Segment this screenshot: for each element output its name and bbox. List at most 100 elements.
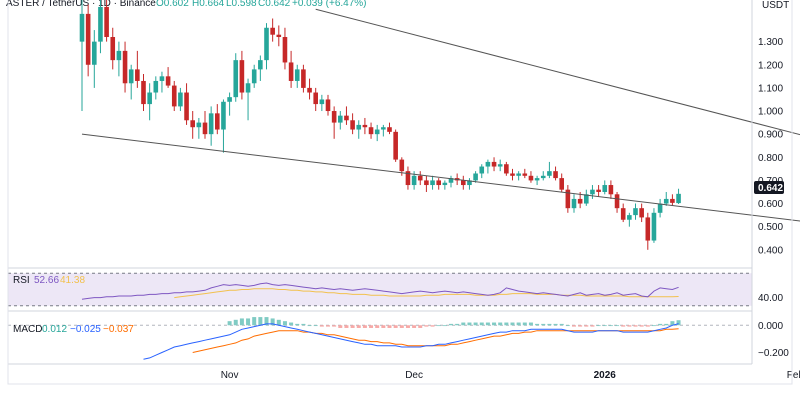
macd-histogram-bar: [399, 325, 404, 328]
candle-up: [178, 92, 183, 107]
macd-histogram-bar: [381, 325, 386, 328]
candle-down: [417, 175, 423, 181]
candle-up: [479, 166, 485, 174]
candle-down: [405, 171, 411, 186]
candle-up: [356, 124, 362, 130]
candle-down: [491, 161, 497, 167]
candle-down: [141, 80, 146, 105]
candle-up: [516, 173, 521, 176]
price-pane[interactable]: [79, 0, 800, 259]
candle-up: [540, 175, 546, 179]
candle-down: [190, 120, 195, 128]
macd-histogram-bar: [492, 322, 497, 326]
price-tick-label: 0.500: [758, 222, 783, 233]
candle-down: [85, 13, 91, 65]
candle-down: [565, 189, 571, 209]
rsi-ma-value: 41.38: [60, 275, 85, 286]
candle-up: [221, 101, 226, 130]
ohlc-close: C0.642: [258, 0, 291, 9]
macd-histogram-bar: [350, 325, 355, 328]
candle-down: [215, 113, 220, 130]
price-tick-label: 1.000: [758, 107, 783, 118]
rsi-value: 52.66: [34, 275, 59, 286]
macd-histogram-bar: [547, 323, 552, 326]
macd-tick-label: −0.200: [758, 348, 789, 359]
macd-histogram-bar: [461, 322, 466, 326]
macd-histogram-bar: [498, 322, 503, 326]
candle-down: [596, 189, 601, 192]
macd-histogram-bar: [479, 322, 484, 326]
macd-histogram-bar: [227, 321, 232, 326]
ohlc-low: L0.598: [226, 0, 257, 9]
macd-histogram-bar: [436, 325, 441, 327]
candle-down: [282, 37, 288, 63]
macd-histogram-bar: [289, 322, 294, 326]
macd-value: 0.012: [42, 324, 67, 335]
time-tick-label: Feb: [787, 370, 800, 381]
macd-histogram-bar: [362, 325, 367, 328]
macd-histogram-bar: [651, 325, 656, 327]
macd-histogram-bar: [633, 325, 638, 327]
candle-up: [251, 69, 257, 84]
macd-histogram-bar: [473, 322, 478, 326]
candle-up: [294, 69, 300, 81]
macd-tick-label: 0.000: [758, 321, 783, 332]
candle-up: [534, 178, 540, 181]
candle-up: [590, 189, 595, 195]
rsi-pane[interactable]: [8, 272, 752, 307]
candle-down: [645, 217, 651, 241]
candle-up: [153, 80, 159, 93]
price-tick-label: 1.200: [758, 60, 783, 71]
candle-down: [344, 115, 349, 121]
macd-histogram-bar: [246, 318, 251, 326]
candle-down: [510, 173, 515, 176]
macd-histogram-bar: [393, 325, 398, 328]
rsi-line: [81, 282, 679, 300]
candle-down: [670, 198, 675, 203]
signal-line-value: −0.037: [103, 324, 134, 335]
price-tick-label: 1.100: [758, 83, 783, 94]
candle-up: [264, 27, 269, 61]
candle-up: [651, 212, 657, 241]
candle-down: [522, 173, 528, 176]
macd-histogram-bar: [572, 325, 576, 327]
candle-down: [362, 124, 368, 128]
macd-histogram-bar: [522, 322, 527, 326]
time-tick-label: 2026: [594, 370, 617, 381]
ohlc-open: O0.602: [156, 0, 189, 9]
candle-down: [461, 180, 466, 186]
macd-histogram-bar: [356, 325, 361, 328]
chart-frame: [7, 0, 793, 385]
macd-histogram-bar: [338, 325, 343, 328]
macd-histogram-bar: [344, 325, 349, 328]
macd-pane[interactable]: [8, 317, 752, 360]
macd-histogram-bar: [535, 323, 540, 326]
candle-up: [627, 215, 632, 220]
candle-up: [208, 113, 214, 135]
candle-up: [92, 41, 97, 65]
candle-down: [620, 208, 626, 220]
macd-histogram-bar: [326, 325, 330, 327]
candle-down: [393, 131, 398, 160]
candle-down: [559, 178, 564, 190]
candle-down: [104, 6, 109, 38]
candle-down: [270, 27, 275, 35]
macd-histogram-bar: [670, 321, 675, 326]
candle-down: [110, 37, 116, 61]
symbol-title: ASTER / TetherUS · 1D · Binance: [6, 0, 156, 9]
macd-title: MACD: [13, 324, 42, 335]
candle-up: [128, 69, 134, 84]
trendline: [315, 8, 800, 136]
candle-up: [196, 122, 202, 128]
macd-histogram-bar: [264, 317, 269, 326]
macd-histogram-bar: [541, 323, 546, 326]
candle-down: [608, 185, 614, 195]
candle-down: [288, 62, 294, 81]
time-tick-label: Nov: [221, 370, 239, 381]
macd-histogram-bar: [375, 325, 380, 328]
candle-down: [202, 122, 208, 135]
macd-histogram-bar: [553, 323, 558, 326]
macd-histogram-bar: [676, 320, 681, 326]
candle-down: [239, 60, 245, 93]
